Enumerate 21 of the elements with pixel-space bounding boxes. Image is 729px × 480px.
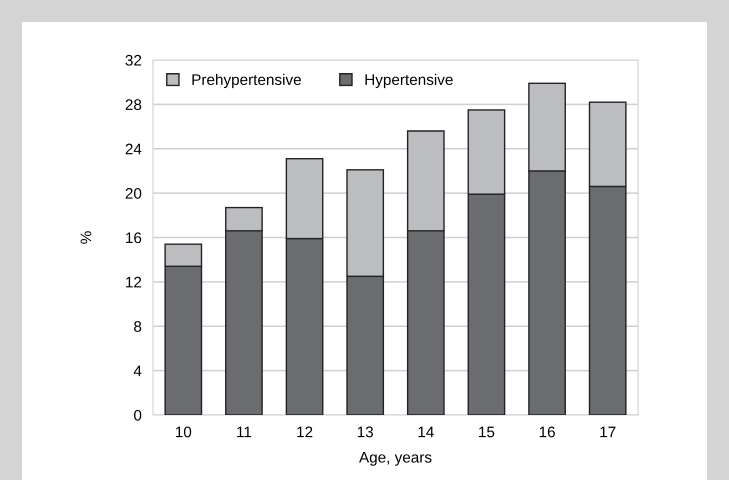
x-tick-label: 10 (176, 426, 192, 438)
x-axis-title: Age, years (359, 452, 432, 466)
y-tick-label: 4 (134, 366, 142, 376)
x-tick-label: 13 (358, 426, 374, 438)
legend-label: Prehypertensive (192, 74, 301, 88)
x-tick-label: 14 (418, 426, 434, 438)
x-tick-label: 15 (479, 426, 494, 438)
y-tick-label: 20 (126, 188, 142, 199)
y-tick-label: 28 (126, 99, 142, 110)
y-tick-label: 12 (126, 276, 142, 288)
y-axis-title: % (80, 231, 92, 244)
legend-label: Hypertensive (365, 74, 453, 88)
y-tick-label: 24 (126, 144, 142, 154)
y-tick-label: 8 (134, 321, 142, 332)
x-tick-label: 12 (297, 426, 312, 438)
y-tick-label: 0 (134, 410, 142, 421)
x-tick-label: 11 (237, 426, 252, 438)
x-tick-label: 17 (600, 426, 616, 438)
x-tick-label: 16 (540, 426, 555, 438)
y-tick-label: 16 (126, 232, 142, 244)
y-tick-label: 32 (125, 54, 142, 66)
